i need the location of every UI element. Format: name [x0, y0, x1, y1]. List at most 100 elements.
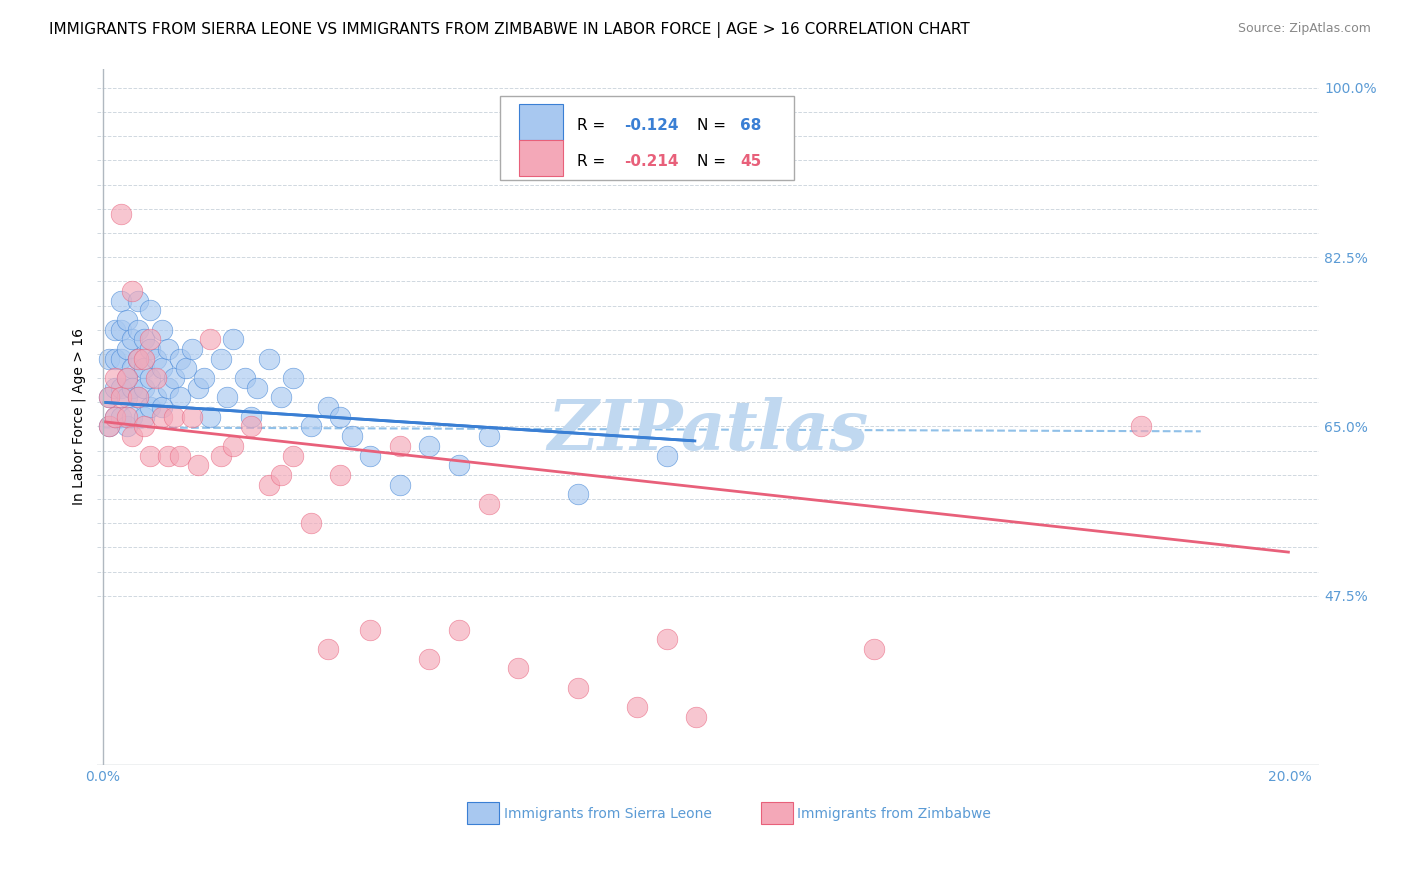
Point — [150, 323, 173, 337]
Text: N =: N = — [697, 153, 731, 169]
Point — [121, 429, 143, 443]
Text: Immigrants from Sierra Leone: Immigrants from Sierra Leone — [503, 807, 711, 821]
Point — [299, 516, 322, 531]
Point — [655, 632, 678, 647]
FancyBboxPatch shape — [519, 140, 562, 177]
FancyBboxPatch shape — [467, 802, 499, 824]
Y-axis label: In Labor Force | Age > 16: In Labor Force | Age > 16 — [72, 328, 86, 505]
Point — [222, 439, 245, 453]
Point — [418, 651, 440, 665]
Point — [134, 351, 156, 366]
Point — [388, 439, 411, 453]
Point — [169, 391, 191, 405]
Point — [127, 293, 149, 308]
Point — [139, 449, 162, 463]
Point — [157, 342, 180, 356]
Point — [240, 419, 263, 434]
Point — [187, 458, 209, 473]
Point — [110, 323, 132, 337]
Point — [477, 429, 499, 443]
Text: R =: R = — [578, 153, 610, 169]
Point — [139, 342, 162, 356]
Point — [110, 351, 132, 366]
Point — [110, 293, 132, 308]
Point — [97, 391, 120, 405]
Point — [134, 409, 156, 424]
Point — [121, 381, 143, 395]
Text: 68: 68 — [740, 118, 761, 133]
Text: Source: ZipAtlas.com: Source: ZipAtlas.com — [1237, 22, 1371, 36]
Point — [110, 381, 132, 395]
FancyBboxPatch shape — [761, 802, 793, 824]
Point — [115, 371, 138, 385]
Point — [193, 371, 215, 385]
Text: Immigrants from Zimbabwe: Immigrants from Zimbabwe — [797, 807, 991, 821]
Point — [222, 333, 245, 347]
Point — [329, 409, 352, 424]
Point — [134, 381, 156, 395]
Point — [145, 351, 167, 366]
Point — [281, 449, 304, 463]
Point — [97, 419, 120, 434]
Point — [134, 361, 156, 376]
Point — [115, 371, 138, 385]
Point — [198, 409, 221, 424]
Point — [257, 351, 280, 366]
Point — [567, 487, 589, 501]
Point — [655, 449, 678, 463]
Point — [110, 391, 132, 405]
Point — [477, 497, 499, 511]
Point — [104, 381, 127, 395]
Point — [104, 371, 127, 385]
Point — [233, 371, 256, 385]
Point — [104, 351, 127, 366]
Point — [139, 400, 162, 414]
Point — [180, 342, 202, 356]
Point — [150, 400, 173, 414]
Point — [359, 449, 381, 463]
Point — [104, 409, 127, 424]
Point — [121, 284, 143, 298]
Text: -0.214: -0.214 — [624, 153, 678, 169]
Point — [163, 371, 186, 385]
Point — [447, 458, 470, 473]
Point — [134, 333, 156, 347]
Point — [257, 477, 280, 491]
Point — [187, 381, 209, 395]
Point — [508, 661, 530, 675]
Point — [115, 391, 138, 405]
Point — [626, 700, 648, 714]
Point — [97, 351, 120, 366]
Point — [246, 381, 269, 395]
Point — [115, 419, 138, 434]
Point — [110, 409, 132, 424]
Point — [198, 333, 221, 347]
Point — [139, 371, 162, 385]
Point — [318, 642, 340, 657]
Point — [270, 467, 292, 482]
Text: IMMIGRANTS FROM SIERRA LEONE VS IMMIGRANTS FROM ZIMBABWE IN LABOR FORCE | AGE > : IMMIGRANTS FROM SIERRA LEONE VS IMMIGRAN… — [49, 22, 970, 38]
Point — [211, 351, 233, 366]
Point — [1130, 419, 1153, 434]
Text: -0.124: -0.124 — [624, 118, 678, 133]
Point — [318, 400, 340, 414]
Point — [97, 419, 120, 434]
Point — [329, 467, 352, 482]
Point — [685, 710, 707, 724]
Point — [211, 449, 233, 463]
Point — [115, 313, 138, 327]
Point — [145, 391, 167, 405]
Point — [127, 351, 149, 366]
FancyBboxPatch shape — [501, 96, 794, 180]
Point — [150, 361, 173, 376]
Point — [104, 409, 127, 424]
Point — [418, 439, 440, 453]
Text: 45: 45 — [740, 153, 761, 169]
Point — [157, 449, 180, 463]
Text: R =: R = — [578, 118, 610, 133]
Point — [180, 409, 202, 424]
Point — [127, 323, 149, 337]
Point — [217, 391, 239, 405]
Point — [174, 361, 197, 376]
Point — [139, 333, 162, 347]
